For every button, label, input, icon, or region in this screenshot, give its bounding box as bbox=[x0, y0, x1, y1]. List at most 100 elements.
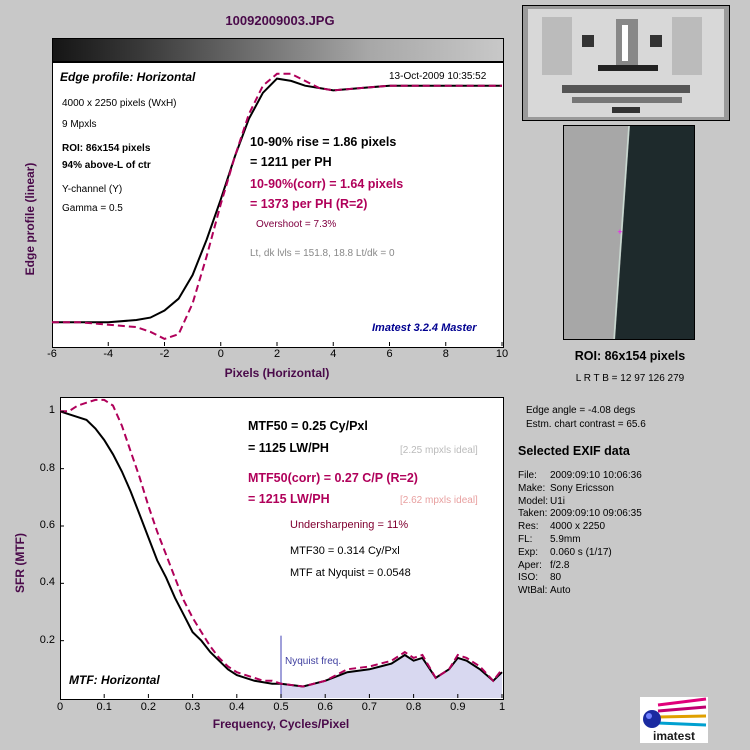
logo-text: imatest bbox=[653, 729, 695, 743]
roi-lrtb: L R T B = 12 97 126 279 bbox=[575, 373, 685, 384]
exif-row: WtBal: Auto bbox=[518, 585, 738, 598]
exif-value: Auto bbox=[550, 585, 571, 597]
edge-panel-timestamp: 13-Oct-2009 10:35:52 bbox=[389, 71, 487, 82]
exif-key: Model: bbox=[518, 495, 549, 507]
mtf-plot bbox=[60, 398, 503, 698]
edge-x-tick-label: -2 bbox=[159, 348, 170, 360]
per-ph-corr-text: = 1373 per PH (R=2) bbox=[250, 197, 368, 211]
mtf-panel bbox=[60, 397, 504, 700]
exif-row: ISO: 80 bbox=[518, 572, 738, 585]
mtf-nyquist-text: MTF at Nyquist = 0.0548 bbox=[290, 567, 411, 579]
per-ph-text: = 1211 per PH bbox=[250, 155, 332, 169]
edge-x-tick-label: -6 bbox=[47, 348, 57, 360]
edge-x-axis-label: Pixels (Horizontal) bbox=[224, 366, 330, 380]
roi-size-text: ROI: 86x154 pixels bbox=[62, 143, 151, 154]
svg-text:+: + bbox=[617, 227, 622, 237]
mtf-x-tick-label: 0.1 bbox=[96, 701, 112, 713]
tonal-gradient-strip bbox=[52, 38, 504, 62]
roi-position-text: 94% above-L of ctr bbox=[62, 160, 151, 171]
roi-crop-image: + bbox=[563, 125, 695, 340]
imatest-logo: imatest bbox=[640, 697, 708, 743]
exif-row: Taken: 2009:09:10 09:06:35 bbox=[518, 508, 738, 521]
mtf-panel-title: MTF: Horizontal bbox=[69, 673, 160, 687]
mtf-y-tick-label: 0.2 bbox=[39, 633, 55, 646]
exif-table: File: 2009:09:10 10:06:36 Make: Sony Ericss… bbox=[518, 470, 738, 598]
exif-value: 2009:09:10 10:06:36 bbox=[550, 470, 642, 481]
file-title: 10092009003.JPG bbox=[225, 13, 335, 28]
exif-value: 0.060 s (1/17) bbox=[550, 546, 612, 558]
lwph-text: = 1125 LW/PH bbox=[248, 441, 329, 455]
exif-row: Exp: 0.060 s (1/17) bbox=[518, 547, 738, 560]
exif-key: FL: bbox=[518, 533, 533, 545]
edge-angle-text: Edge angle = -4.08 degs bbox=[526, 405, 636, 416]
exif-row: File: 2009:09:10 10:06:36 bbox=[518, 470, 738, 483]
test-chart-thumbnail bbox=[522, 5, 730, 121]
nyquist-label: Nyquist freq. bbox=[285, 656, 342, 667]
mtf50-corr-text: MTF50(corr) = 0.27 C/P (R=2) bbox=[248, 471, 418, 485]
mtf-y-tick-label: 1 bbox=[48, 404, 55, 417]
mtf-y-tick-label: 0.8 bbox=[39, 461, 55, 474]
exif-key: Exp: bbox=[518, 546, 539, 558]
image-dimensions: 4000 x 2250 pixels (WxH) bbox=[62, 98, 177, 109]
edge-x-tick-label: -4 bbox=[103, 348, 114, 360]
exif-value: 4000 x 2250 bbox=[550, 521, 606, 533]
exif-key: Taken: bbox=[518, 508, 548, 520]
mtf-x-axis-label: Frequency, Cycles/Pixel bbox=[212, 717, 350, 731]
ideal-mpxls-2: [2.62 mpxls ideal] bbox=[400, 495, 478, 506]
undersharpening-text: Undersharpening = 11% bbox=[290, 519, 409, 531]
channel-text: Y-channel (Y) bbox=[62, 184, 123, 195]
edge-profile-plot bbox=[52, 72, 503, 346]
edge-x-tick-label: 2 bbox=[273, 348, 281, 360]
rise-corr-text: 10-90%(corr) = 1.64 pixels bbox=[250, 177, 404, 191]
edge-x-tick-label: 4 bbox=[330, 348, 337, 360]
exif-row: FL: 5.9mm bbox=[518, 534, 738, 547]
mtf-y-axis-label: SFR (MTF) bbox=[13, 533, 27, 593]
exif-key: Aper: bbox=[518, 559, 542, 571]
mtf50-text: MTF50 = 0.25 Cy/Pxl bbox=[248, 419, 368, 433]
mtf-x-tick-label: 0.9 bbox=[450, 701, 466, 713]
edge-profile-panel bbox=[52, 62, 504, 348]
mtf-x-tick-label: 0.5 bbox=[273, 701, 289, 713]
edge-x-tick-label: 6 bbox=[386, 348, 393, 360]
megapixels: 9 Mpxls bbox=[62, 119, 97, 130]
imatest-version-label: Imatest 3.2.4 Master bbox=[372, 322, 477, 334]
mtf-x-tick-label: 0.8 bbox=[405, 701, 422, 713]
edge-panel-title: Edge profile: Horizontal bbox=[60, 70, 196, 84]
overshoot-text: Overshoot = 7.3% bbox=[256, 219, 337, 230]
exif-value: Sony Ericsson bbox=[550, 482, 614, 494]
exif-value: 2009:09:10 09:06:35 bbox=[550, 508, 642, 520]
exif-key: ISO: bbox=[518, 572, 539, 584]
above-nyquist-area bbox=[281, 655, 502, 698]
lwph-corr-text: = 1215 LW/PH bbox=[248, 492, 330, 506]
exif-header: Selected EXIF data bbox=[518, 444, 630, 458]
exif-value: 5.9mm bbox=[550, 533, 581, 545]
mtf-x-tick-label: 0.4 bbox=[229, 701, 245, 713]
mtf-y-tick-label: 0.4 bbox=[39, 576, 55, 589]
exif-key: File: bbox=[518, 470, 537, 481]
exif-row: Aper: f/2.8 bbox=[518, 560, 738, 573]
exif-value: f/2.8 bbox=[550, 559, 570, 571]
mtf-series-line bbox=[60, 398, 503, 688]
edge-x-tick-label: 10 bbox=[495, 348, 509, 360]
mtf-x-tick-label: 0.3 bbox=[184, 701, 201, 713]
exif-row: Make: Sony Ericsson bbox=[518, 483, 738, 496]
edge-y-axis-label: Edge profile (linear) bbox=[23, 162, 37, 276]
gamma-text: Gamma = 0.5 bbox=[62, 203, 123, 214]
exif-key: Res: bbox=[518, 521, 539, 533]
exif-row: Model: U1i bbox=[518, 496, 738, 509]
edge-x-tick-label: 8 bbox=[442, 348, 449, 360]
mtf-x-tick-label: 0.7 bbox=[361, 701, 378, 713]
exif-value: U1i bbox=[550, 495, 566, 507]
levels-text: Lt, dk lvls = 151.8, 18.8 Lt/dk = 0 bbox=[250, 248, 395, 259]
ideal-mpxls-1: [2.25 mpxls ideal] bbox=[400, 445, 478, 456]
exif-row: Res: 4000 x 2250 bbox=[518, 521, 738, 534]
chart-contrast-text: Estm. chart contrast = 65.6 bbox=[526, 419, 646, 430]
mtf-x-tick-label: 0 bbox=[56, 701, 64, 713]
mtf-x-tick-label: 0.2 bbox=[140, 701, 157, 713]
mtf-x-tick-label: 0.6 bbox=[317, 701, 333, 713]
rise-text: 10-90% rise = 1.86 pixels bbox=[250, 135, 397, 149]
roi-label: ROI: 86x154 pixels bbox=[574, 349, 686, 363]
exif-value: 80 bbox=[550, 572, 562, 584]
mtf-x-tick-label: 1 bbox=[498, 701, 506, 713]
edge-x-tick-label: 0 bbox=[217, 348, 224, 360]
